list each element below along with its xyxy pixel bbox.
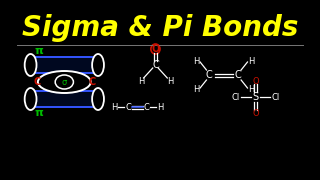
Ellipse shape	[92, 88, 104, 110]
Text: π: π	[35, 108, 43, 118]
Text: H: H	[193, 57, 200, 66]
Text: σ: σ	[62, 78, 67, 87]
Text: C: C	[33, 77, 41, 87]
Ellipse shape	[92, 54, 104, 76]
Text: C: C	[152, 60, 159, 70]
Text: H: H	[193, 84, 200, 93]
Text: Cl: Cl	[272, 93, 280, 102]
FancyBboxPatch shape	[29, 57, 100, 73]
Text: C: C	[143, 102, 149, 111]
Text: H: H	[138, 76, 144, 86]
Text: π: π	[35, 46, 43, 56]
Ellipse shape	[25, 54, 36, 76]
Text: O: O	[151, 44, 160, 54]
Text: O: O	[252, 76, 259, 86]
Text: C: C	[88, 77, 95, 87]
Text: C: C	[206, 70, 212, 80]
Text: H: H	[157, 102, 163, 111]
Ellipse shape	[55, 75, 73, 89]
Ellipse shape	[38, 71, 91, 93]
Text: H: H	[167, 76, 173, 86]
Text: H: H	[111, 102, 118, 111]
Text: H: H	[248, 84, 254, 93]
Text: Cl: Cl	[231, 93, 240, 102]
Text: Sigma & Pi Bonds: Sigma & Pi Bonds	[22, 14, 298, 42]
Text: C: C	[235, 70, 242, 80]
Text: C: C	[125, 102, 131, 111]
Text: H: H	[248, 57, 254, 66]
Text: O: O	[252, 109, 259, 118]
Ellipse shape	[25, 88, 36, 110]
Text: S: S	[252, 92, 259, 102]
FancyBboxPatch shape	[29, 91, 100, 107]
